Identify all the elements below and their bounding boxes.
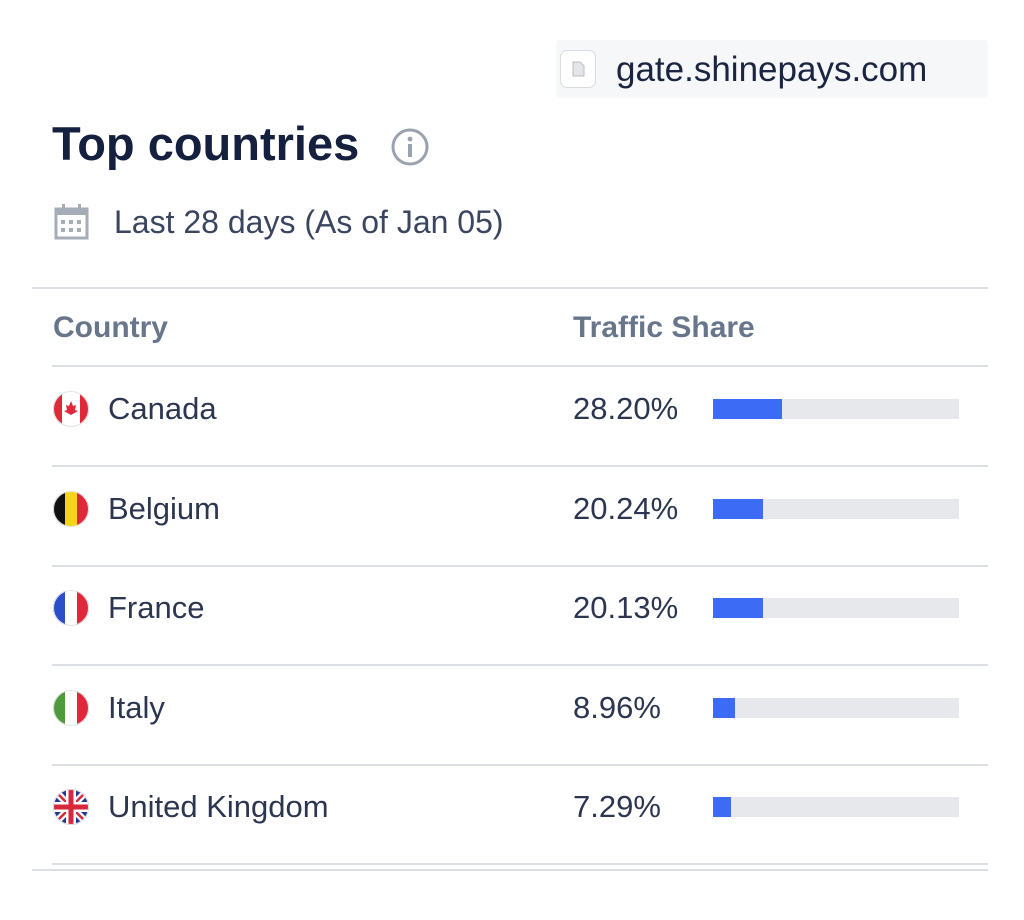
row-divider [52,465,988,467]
row-divider [52,763,988,766]
period-label: Last 28 days (As of Jan 05) [114,204,504,240]
site-domain: gate.shinepays.com [616,50,928,89]
widget-title: Top countries [52,117,360,170]
flag-icon [53,789,89,825]
column-header: Country [53,311,168,344]
share-bar [713,797,731,817]
share-bar [713,697,736,718]
share-track [713,797,959,817]
divider [32,869,988,871]
share-track [713,598,959,618]
site-icon-glyph [572,61,585,77]
country-name: United Kingdom [108,789,329,824]
share-track [713,697,959,718]
flag-icon [53,391,89,427]
flag-icon [53,490,89,527]
flag-icon [53,689,89,726]
country-name: Belgium [108,490,220,526]
divider [52,365,988,367]
divider [32,287,988,289]
traffic-share: 20.13% [573,590,679,625]
flag-icon [53,590,89,626]
country-name: Canada [108,391,217,426]
site-chip [556,40,988,98]
row-divider [52,863,988,865]
share-track [713,498,959,519]
column-header: Traffic Share [573,311,755,344]
share-bar [713,598,763,618]
traffic-share: 7.29% [573,789,661,824]
country-name: France [108,590,205,625]
traffic-share: 28.20% [573,391,679,426]
calendar-icon [54,204,89,240]
row-divider [52,564,988,567]
share-bar [713,498,763,519]
share-bar [713,399,783,419]
traffic-share: 8.96% [573,689,661,725]
country-name: Italy [108,689,165,725]
row-divider [52,664,988,666]
info-icon[interactable] [390,127,432,169]
traffic-share: 20.24% [573,490,679,526]
share-track [713,399,959,419]
site-icon [560,50,596,88]
